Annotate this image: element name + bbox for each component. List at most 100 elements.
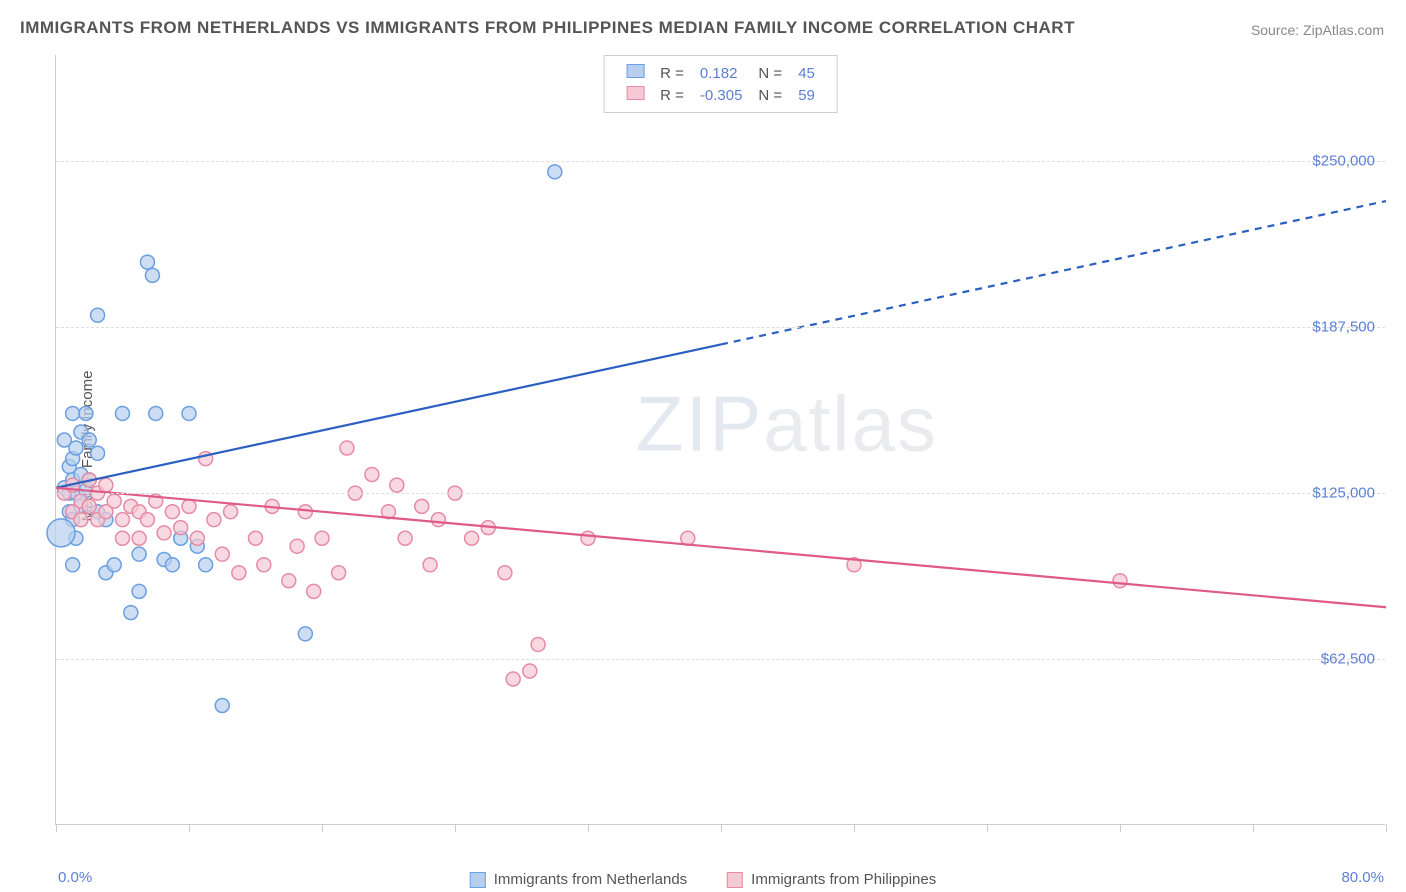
scatter-svg xyxy=(56,55,1385,824)
stats-n-netherlands: 45 xyxy=(790,62,823,84)
x-tick xyxy=(1386,824,1387,832)
stats-r-label: R = xyxy=(652,62,692,84)
x-tick xyxy=(854,824,855,832)
chart-title: IMMIGRANTS FROM NETHERLANDS VS IMMIGRANT… xyxy=(20,18,1075,38)
gridline xyxy=(56,659,1385,660)
data-point-philippines xyxy=(315,531,329,545)
legend-item-philippines: Immigrants from Philippines xyxy=(727,871,936,888)
y-tick-label: $125,000 xyxy=(1312,485,1375,502)
data-point-philippines xyxy=(190,531,204,545)
data-point-philippines xyxy=(581,531,595,545)
data-point-philippines xyxy=(398,531,412,545)
gridline xyxy=(56,161,1385,162)
data-point-philippines xyxy=(431,513,445,527)
data-point-philippines xyxy=(307,584,321,598)
data-point-netherlands xyxy=(66,558,80,572)
x-tick xyxy=(322,824,323,832)
y-tick-label: $250,000 xyxy=(1312,153,1375,170)
data-point-philippines xyxy=(290,539,304,553)
data-point-philippines xyxy=(249,531,263,545)
legend: Immigrants from Netherlands Immigrants f… xyxy=(470,871,936,888)
data-point-netherlands xyxy=(82,433,96,447)
data-point-philippines xyxy=(165,505,179,519)
data-point-netherlands xyxy=(132,547,146,561)
data-point-netherlands xyxy=(140,255,154,269)
x-axis-max-label: 80.0% xyxy=(1341,869,1384,886)
data-point-netherlands xyxy=(215,699,229,713)
data-point-netherlands xyxy=(91,446,105,460)
data-point-philippines xyxy=(531,637,545,651)
data-point-philippines xyxy=(157,526,171,540)
x-tick xyxy=(455,824,456,832)
x-tick xyxy=(189,824,190,832)
data-point-netherlands xyxy=(145,268,159,282)
legend-label-netherlands: Immigrants from Netherlands xyxy=(494,871,687,888)
data-point-netherlands xyxy=(132,584,146,598)
legend-item-netherlands: Immigrants from Netherlands xyxy=(470,871,687,888)
y-tick-label: $62,500 xyxy=(1321,651,1375,668)
data-point-philippines xyxy=(332,566,346,580)
gridline xyxy=(56,327,1385,328)
data-point-philippines xyxy=(140,513,154,527)
data-point-netherlands xyxy=(199,558,213,572)
data-point-philippines xyxy=(1113,574,1127,588)
data-point-philippines xyxy=(232,566,246,580)
data-point-philippines xyxy=(257,558,271,572)
data-point-netherlands xyxy=(298,627,312,641)
data-point-philippines xyxy=(207,513,221,527)
data-point-philippines xyxy=(523,664,537,678)
data-point-philippines xyxy=(340,441,354,455)
data-point-philippines xyxy=(465,531,479,545)
y-tick-label: $187,500 xyxy=(1312,319,1375,336)
stats-n-label: N = xyxy=(750,84,790,106)
legend-swatch-philippines xyxy=(727,872,743,888)
data-point-philippines xyxy=(224,505,238,519)
data-point-philippines xyxy=(116,531,130,545)
x-tick xyxy=(1253,824,1254,832)
data-point-philippines xyxy=(132,531,146,545)
stats-n-philippines: 59 xyxy=(790,84,823,106)
stats-r-philippines: -0.305 xyxy=(692,84,751,106)
stats-table: R = 0.182 N = 45 R = -0.305 N = 59 xyxy=(618,62,823,106)
data-point-netherlands xyxy=(79,406,93,420)
gridline xyxy=(56,493,1385,494)
data-point-philippines xyxy=(506,672,520,686)
data-point-netherlands xyxy=(66,406,80,420)
data-point-netherlands xyxy=(107,558,121,572)
data-point-philippines xyxy=(365,468,379,482)
data-point-netherlands xyxy=(548,165,562,179)
chart-plot-area: ZIPatlas R = 0.182 N = 45 R = -0.305 N =… xyxy=(55,55,1385,825)
stats-row-netherlands: R = 0.182 N = 45 xyxy=(618,62,823,84)
data-point-philippines xyxy=(82,499,96,513)
x-tick xyxy=(987,824,988,832)
data-point-netherlands xyxy=(116,406,130,420)
data-point-philippines xyxy=(116,513,130,527)
data-point-philippines xyxy=(182,499,196,513)
x-tick xyxy=(1120,824,1121,832)
data-point-netherlands xyxy=(182,406,196,420)
swatch-netherlands xyxy=(626,64,644,78)
data-point-philippines xyxy=(74,513,88,527)
data-point-netherlands xyxy=(91,308,105,322)
trend-line-philippines xyxy=(56,488,1386,607)
data-point-philippines xyxy=(498,566,512,580)
data-point-philippines xyxy=(107,494,121,508)
swatch-philippines xyxy=(626,86,644,100)
source-attribution: Source: ZipAtlas.com xyxy=(1251,22,1384,38)
data-point-philippines xyxy=(415,499,429,513)
stats-r-label: R = xyxy=(652,84,692,106)
correlation-stats-box: R = 0.182 N = 45 R = -0.305 N = 59 xyxy=(603,55,838,113)
stats-n-label: N = xyxy=(750,62,790,84)
x-axis-min-label: 0.0% xyxy=(58,869,92,886)
data-point-netherlands xyxy=(124,606,138,620)
data-point-netherlands xyxy=(165,558,179,572)
stats-row-philippines: R = -0.305 N = 59 xyxy=(618,84,823,106)
data-point-philippines xyxy=(99,478,113,492)
x-tick xyxy=(721,824,722,832)
x-tick xyxy=(588,824,589,832)
data-point-philippines xyxy=(423,558,437,572)
data-point-philippines xyxy=(215,547,229,561)
legend-label-philippines: Immigrants from Philippines xyxy=(751,871,936,888)
data-point-philippines xyxy=(282,574,296,588)
data-point-netherlands xyxy=(47,519,75,547)
